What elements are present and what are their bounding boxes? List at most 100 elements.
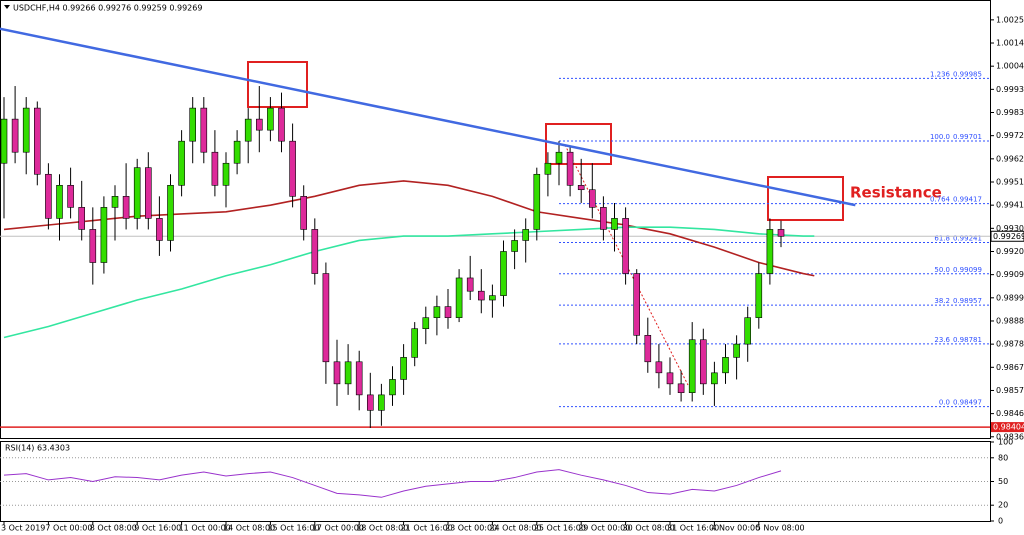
candle-body — [688, 339, 696, 393]
candle-body — [289, 140, 296, 197]
y-tick-label: 0.98885 — [996, 316, 1024, 325]
candle-body — [45, 173, 52, 219]
candle-body — [433, 306, 441, 318]
x-tick-label: 7 Oct 00:00 — [45, 524, 92, 533]
x-tick-label: 8 Oct 08:00 — [90, 524, 137, 533]
x-tick-label: 11 Oct 00:00 — [179, 524, 231, 533]
candle-body — [211, 151, 219, 186]
fib-value: 0.99241 — [953, 234, 982, 242]
candle-body — [366, 394, 374, 411]
fib-ratio: 61.8 — [934, 234, 950, 242]
candle-body — [666, 372, 674, 385]
candle-body — [411, 328, 419, 358]
candle-body — [145, 167, 152, 219]
candle-body — [622, 218, 629, 274]
rsi-tick-label: 50 — [998, 477, 1008, 486]
highlight-box — [247, 61, 308, 108]
x-tick-label: 9 Oct 16:00 — [134, 524, 181, 533]
y-tick-label: 0.99725 — [996, 131, 1024, 140]
trendline — [0, 27, 856, 207]
candle-body — [466, 277, 474, 292]
candle-body — [677, 383, 685, 393]
candle-body — [56, 185, 63, 219]
x-tick-label: 24 Oct 08:00 — [489, 524, 541, 533]
x-tick-label: 23 Oct 00:00 — [445, 524, 497, 533]
x-tick-label: 25 Oct 16:00 — [534, 524, 586, 533]
fib-ratio: 23.6 — [934, 336, 950, 344]
support-label: 0.98404 — [993, 423, 1024, 432]
y-tick-label: 1.00145 — [996, 39, 1024, 48]
candle-body — [33, 107, 41, 175]
candle-body — [633, 273, 641, 336]
candle-body — [644, 335, 652, 363]
candle-body — [233, 140, 241, 164]
candle-body — [244, 118, 252, 142]
candle-body — [566, 151, 574, 186]
y-tick-label: 0.98675 — [996, 363, 1024, 372]
candle-body — [477, 290, 485, 301]
fib-value: 0.98497 — [953, 399, 982, 407]
candle-body — [588, 189, 596, 208]
fib-anchor-line — [564, 144, 689, 386]
highlight-box — [545, 123, 612, 165]
fib-value: 0.98781 — [953, 336, 982, 344]
candle-body — [278, 107, 285, 142]
x-tick-label: 3 Oct 2019 — [1, 524, 45, 533]
x-tick-label: 14 Oct 08:00 — [223, 524, 275, 533]
fib-value: 0.99417 — [953, 196, 982, 204]
candle-body — [100, 207, 108, 263]
candle-body — [400, 357, 407, 380]
candle-body — [722, 357, 729, 374]
y-tick-label: 0.99305 — [996, 224, 1024, 233]
candle-body — [655, 361, 663, 374]
candle-body — [711, 372, 718, 385]
candle-body — [600, 207, 607, 230]
annotation: Resistance — [850, 184, 942, 202]
candle-body — [744, 317, 752, 345]
highlight-box — [767, 176, 844, 221]
candle-body — [755, 273, 763, 318]
last-price-box — [990, 230, 1024, 242]
y-tick-label: 0.99935 — [996, 85, 1024, 94]
candle-body — [577, 185, 585, 191]
fib-ratio: 100.0 — [930, 133, 950, 141]
support-box — [991, 422, 1024, 433]
candle-body — [178, 140, 185, 186]
candle-body — [0, 118, 8, 164]
fib-ratio: 50.0 — [934, 266, 950, 274]
rsi-tick-label: 80 — [998, 453, 1008, 462]
candle-body — [444, 306, 452, 318]
candle-body — [133, 167, 141, 219]
candle-body — [389, 379, 396, 396]
candle-body — [733, 343, 740, 358]
candle-body — [267, 107, 274, 131]
candle-body — [67, 185, 74, 208]
fib-value: 0.98957 — [953, 297, 982, 305]
y-tick-label: 0.98465 — [996, 409, 1024, 418]
main-frame — [0, 0, 991, 439]
y-tick-label: 0.99515 — [996, 177, 1024, 186]
menu-arrow — [4, 5, 10, 9]
candle-body — [78, 207, 85, 230]
candle-body — [355, 361, 363, 396]
fib-ratio: 0.764 — [930, 196, 951, 204]
candle-body — [300, 196, 308, 230]
fib-ratio: 1.236 — [930, 70, 951, 78]
fib-value: 0.99985 — [953, 70, 982, 78]
fib-ratio: 38.2 — [934, 297, 950, 305]
candle-body — [111, 196, 119, 208]
candle-body — [200, 107, 208, 153]
x-tick-label: 15 Oct 16:00 — [267, 524, 319, 533]
x-tick-label: 30 Oct 08:00 — [623, 524, 675, 533]
moving-average — [3, 226, 815, 339]
candle-body — [511, 240, 518, 252]
candle-body — [255, 118, 263, 131]
candle-body — [167, 185, 174, 241]
